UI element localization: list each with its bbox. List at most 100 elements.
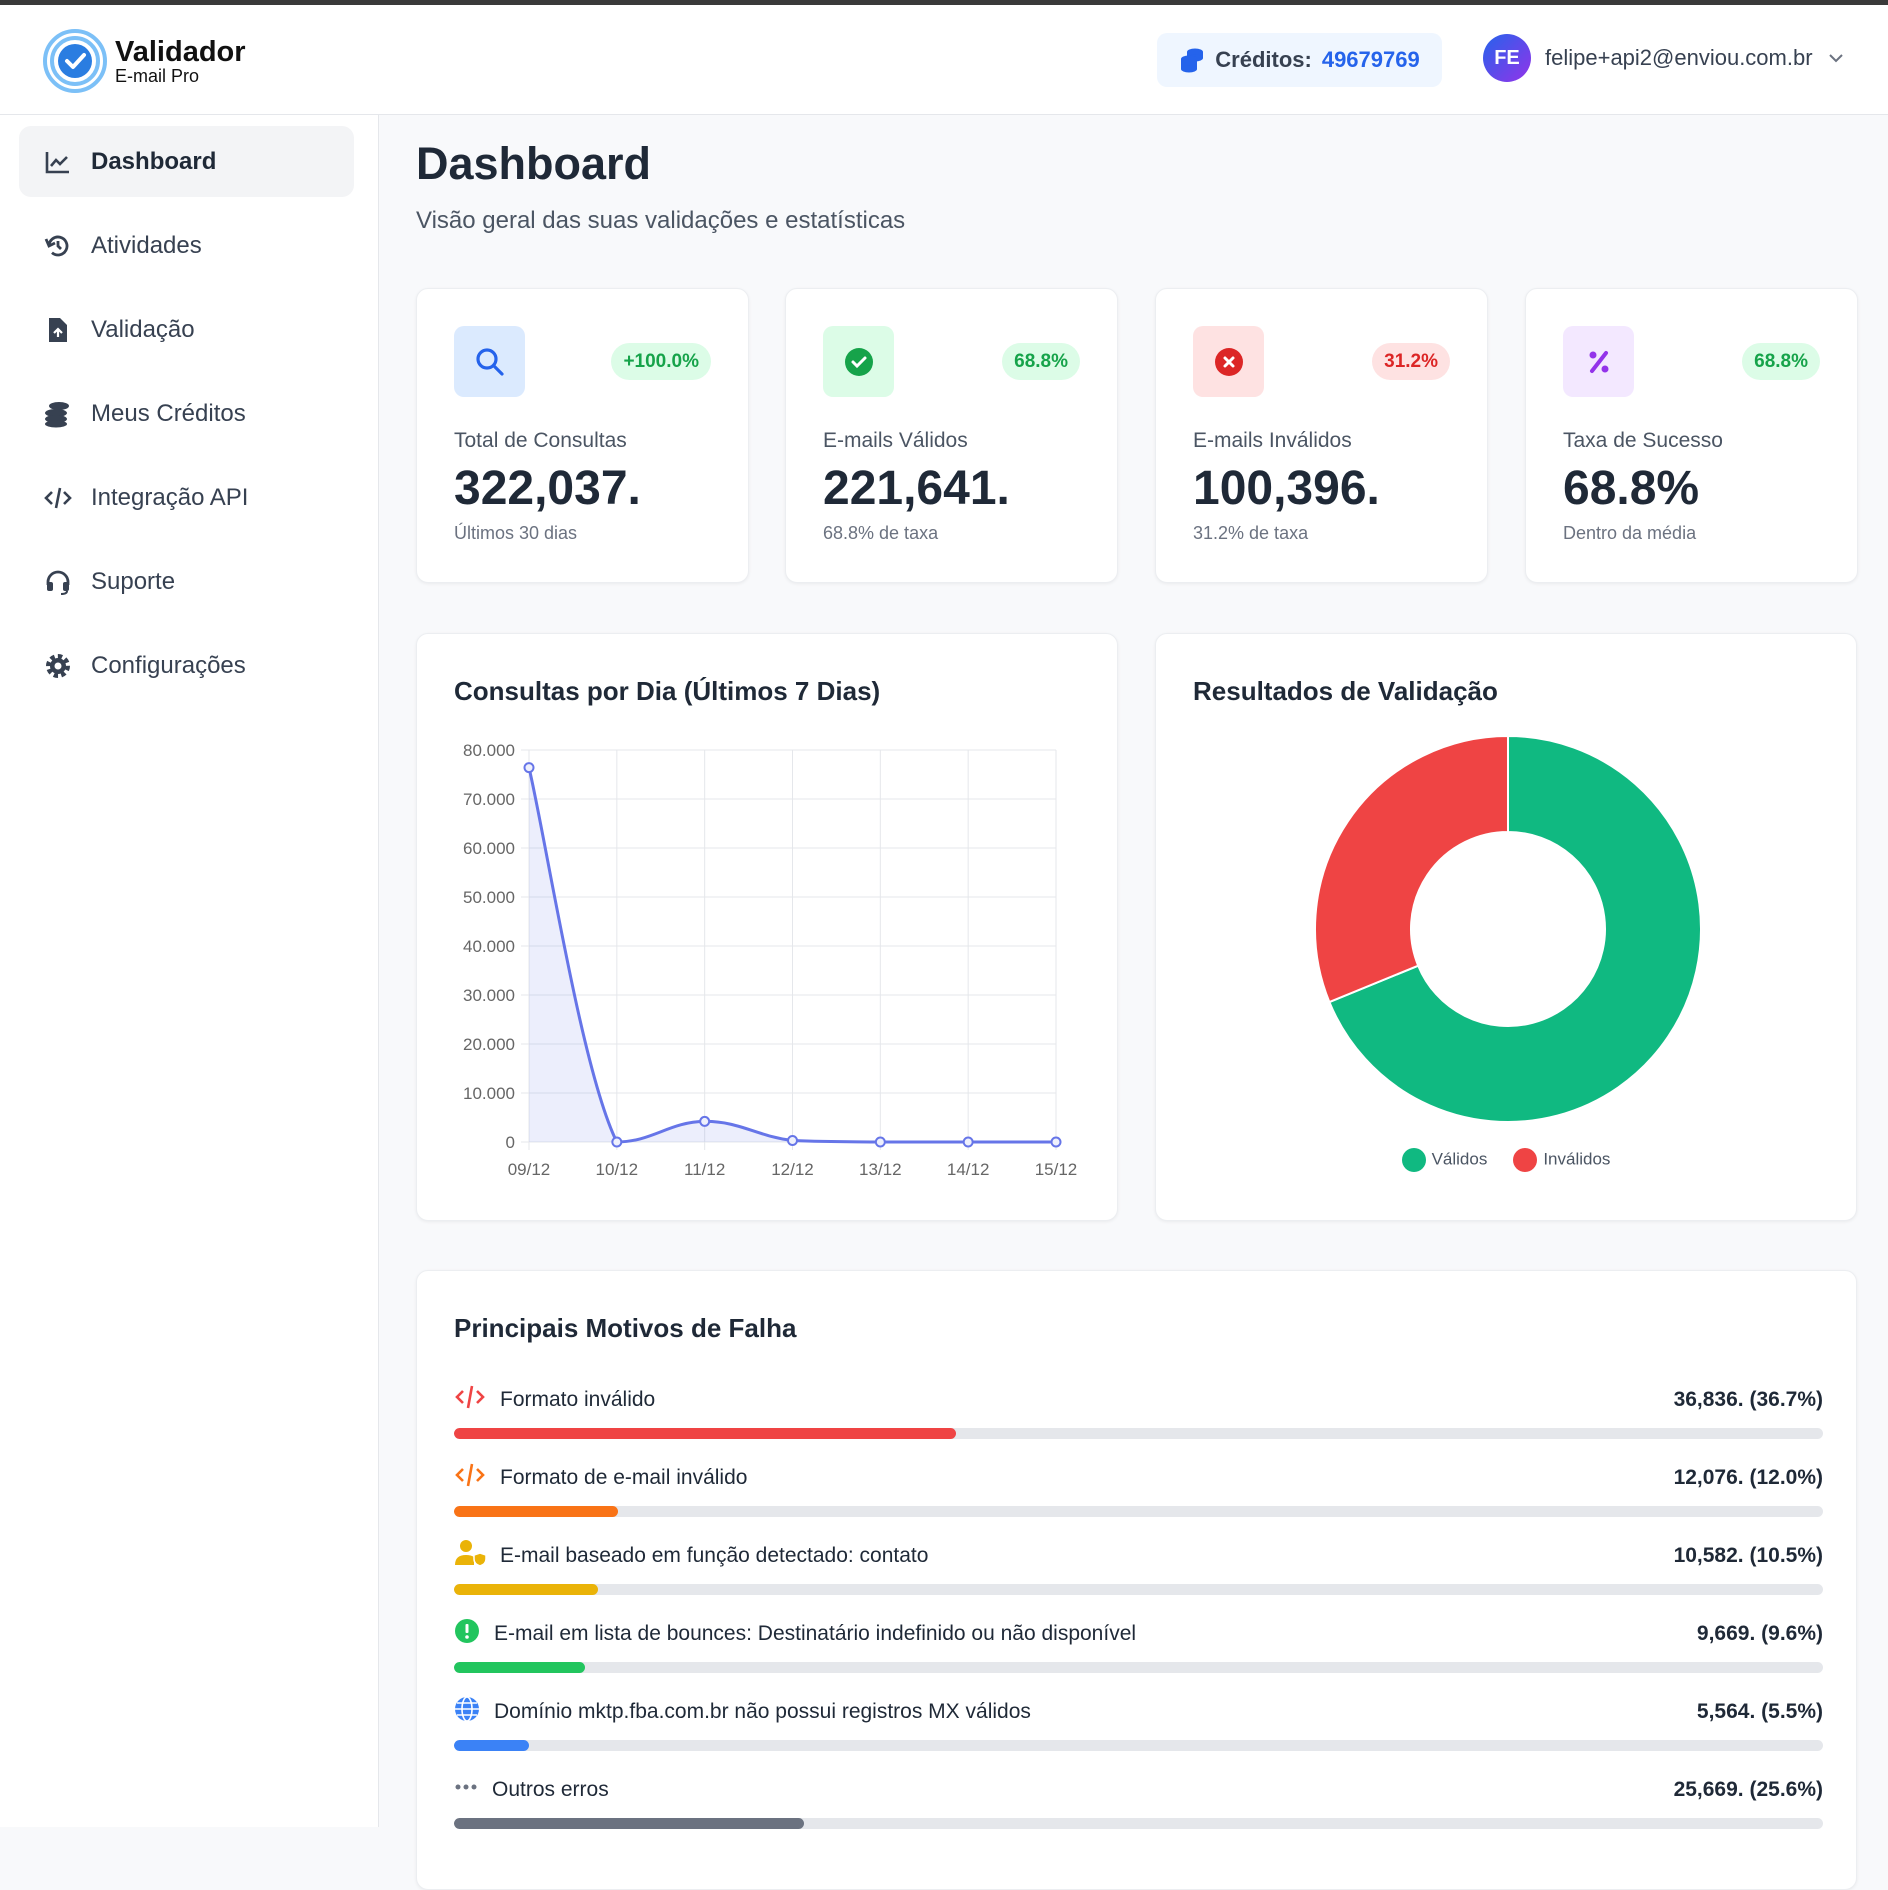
y-tick-label: 10.000 (463, 1084, 515, 1103)
stat-card-total-consultas: +100.0% Total de Consultas 322,037. Últi… (416, 288, 749, 583)
failure-row: Domínio mktp.fba.com.br não possui regis… (454, 1696, 1823, 1767)
failure-label-group: Outros erros (454, 1775, 609, 1805)
data-point (699, 1115, 711, 1127)
failure-progress-fill (454, 1818, 805, 1829)
sidebar-item-validacao[interactable]: Validação (19, 294, 354, 365)
code-icon (454, 1460, 486, 1496)
sidebar-item-label: Meus Créditos (91, 399, 246, 427)
failures-card: Principais Motivos de Falha Formato invá… (416, 1270, 1857, 1890)
sidebar-item-label: Suporte (91, 567, 176, 595)
data-point (611, 1136, 623, 1148)
legend-item-invalidos[interactable]: Inválidos (1513, 1148, 1610, 1172)
failure-progress-track (454, 1818, 1823, 1829)
code-icon (44, 487, 72, 508)
x-tick-label: 15/12 (1035, 1160, 1078, 1179)
stat-label: E-mails Inválidos (1193, 429, 1352, 452)
failure-progress-fill (454, 1662, 586, 1673)
sidebar-item-configuracoes[interactable]: Configurações (19, 630, 354, 701)
sidebar-item-label: Validação (91, 315, 195, 343)
failure-value: 5,564. (5.5%) (1696, 1700, 1823, 1723)
donut-chart (1314, 734, 1702, 1123)
stat-sub: Últimos 30 dias (454, 523, 578, 543)
failures-title: Principais Motivos de Falha (454, 1313, 797, 1343)
data-point (787, 1135, 798, 1147)
coins-icon (45, 401, 69, 427)
failure-label-group: E-mail baseado em função detectado: cont… (454, 1540, 929, 1571)
failure-row: E-mail baseado em função detectado: cont… (454, 1540, 1823, 1611)
failure-value: 10,582. (10.5%) (1673, 1544, 1823, 1567)
sidebar-item-atividades[interactable]: Atividades (19, 210, 354, 281)
legend-label: Válidos (1431, 1149, 1488, 1169)
donut-slice-validos[interactable] (1328, 734, 1702, 1123)
line-area-fill (529, 767, 1056, 1142)
failure-row: Formato inválido 36,836. (36.7%) (454, 1385, 1823, 1455)
stat-value: 68.8% (1563, 462, 1700, 515)
credits-label: Créditos: (1215, 47, 1312, 72)
failure-progress-fill (454, 1506, 619, 1517)
sidebar-item-label: Integração API (91, 483, 249, 511)
stat-card-emails-validos: 68.8% E-mails Válidos 221,641. 68.8% de … (785, 288, 1118, 583)
legend-swatch (1401, 1148, 1426, 1172)
failure-progress-track (454, 1584, 1823, 1595)
failure-label-group: Formato de e-mail inválido (454, 1463, 747, 1493)
legend-item-validos[interactable]: Válidos (1401, 1148, 1488, 1172)
legend-label: Inválidos (1543, 1149, 1611, 1169)
globe-icon (454, 1696, 480, 1728)
headset-icon (46, 570, 70, 595)
sidebar-item-integracao-api[interactable]: Integração API (19, 462, 354, 533)
failure-progress-track (454, 1428, 1823, 1439)
stat-sub: 68.8% de taxa (823, 523, 939, 543)
chevron-down-icon (1828, 54, 1843, 63)
failure-label: Outros erros (492, 1778, 609, 1801)
data-point (962, 1136, 974, 1148)
failure-label-group: Domínio mktp.fba.com.br não possui regis… (454, 1696, 1031, 1728)
exclamation-circle-icon (454, 1618, 480, 1650)
logo-title: Validador (115, 36, 246, 68)
stat-icon-box (454, 326, 525, 397)
stat-label: Total de Consultas (454, 429, 627, 452)
stat-label: Taxa de Sucesso (1563, 429, 1723, 452)
sidebar-item-dashboard[interactable]: Dashboard (19, 126, 354, 197)
sidebar-item-label: Dashboard (91, 147, 217, 175)
file-upload-icon (49, 317, 67, 342)
stat-badge: 68.8% (1742, 343, 1820, 380)
failure-label: Formato inválido (500, 1388, 656, 1411)
failure-label: E-mail baseado em função detectado: cont… (500, 1544, 929, 1567)
failure-label: E-mail em lista de bounces: Destinatário… (494, 1622, 1137, 1645)
x-circle-icon (1214, 347, 1243, 376)
search-icon (475, 347, 504, 376)
sidebar-item-suporte[interactable]: Suporte (19, 546, 354, 617)
failure-value: 25,669. (25.6%) (1673, 1778, 1823, 1801)
failure-value: 36,836. (36.7%) (1673, 1388, 1823, 1411)
stat-icon-box (1563, 326, 1634, 397)
stat-value: 221,641. (823, 462, 1010, 515)
failure-progress-track (454, 1506, 1823, 1517)
stat-badge: 31.2% (1372, 343, 1450, 380)
x-tick-label: 10/12 (596, 1160, 639, 1179)
sidebar-item-meus-creditos[interactable]: Meus Créditos (19, 378, 354, 449)
percent-icon (1589, 350, 1608, 373)
stat-sub: 31.2% de taxa (1193, 523, 1309, 543)
credits-pill[interactable]: Créditos: 49679769 (1157, 33, 1442, 87)
y-tick-label: 30.000 (463, 986, 515, 1005)
line-series (527, 767, 1056, 1144)
code-icon (454, 1382, 486, 1418)
stat-icon-box (823, 326, 894, 397)
stat-badge: +100.0% (611, 343, 711, 380)
stat-value: 322,037. (454, 462, 641, 515)
failure-progress-fill (454, 1740, 530, 1751)
x-tick-label: 11/12 (684, 1160, 725, 1179)
stat-value: 100,396. (1193, 462, 1380, 515)
y-tick-label: 80.000 (463, 741, 515, 760)
x-tick-label: 12/12 (771, 1160, 814, 1179)
legend-swatch (1513, 1148, 1538, 1172)
x-tick-label: 14/12 (947, 1160, 990, 1179)
stat-badge: 68.8% (1002, 343, 1080, 380)
donut-slice-invalidos[interactable] (1314, 734, 1509, 1004)
user-menu[interactable]: FE felipe+api2@enviou.com.br (1483, 34, 1845, 82)
app-logo[interactable]: Validador E-mail Pro (43, 29, 246, 93)
top-header: Validador E-mail Pro Créditos: 49679769 … (0, 5, 1888, 115)
failure-progress-fill (454, 1584, 598, 1595)
credits-value: 49679769 (1321, 47, 1420, 72)
window-top-bar (0, 0, 1888, 5)
